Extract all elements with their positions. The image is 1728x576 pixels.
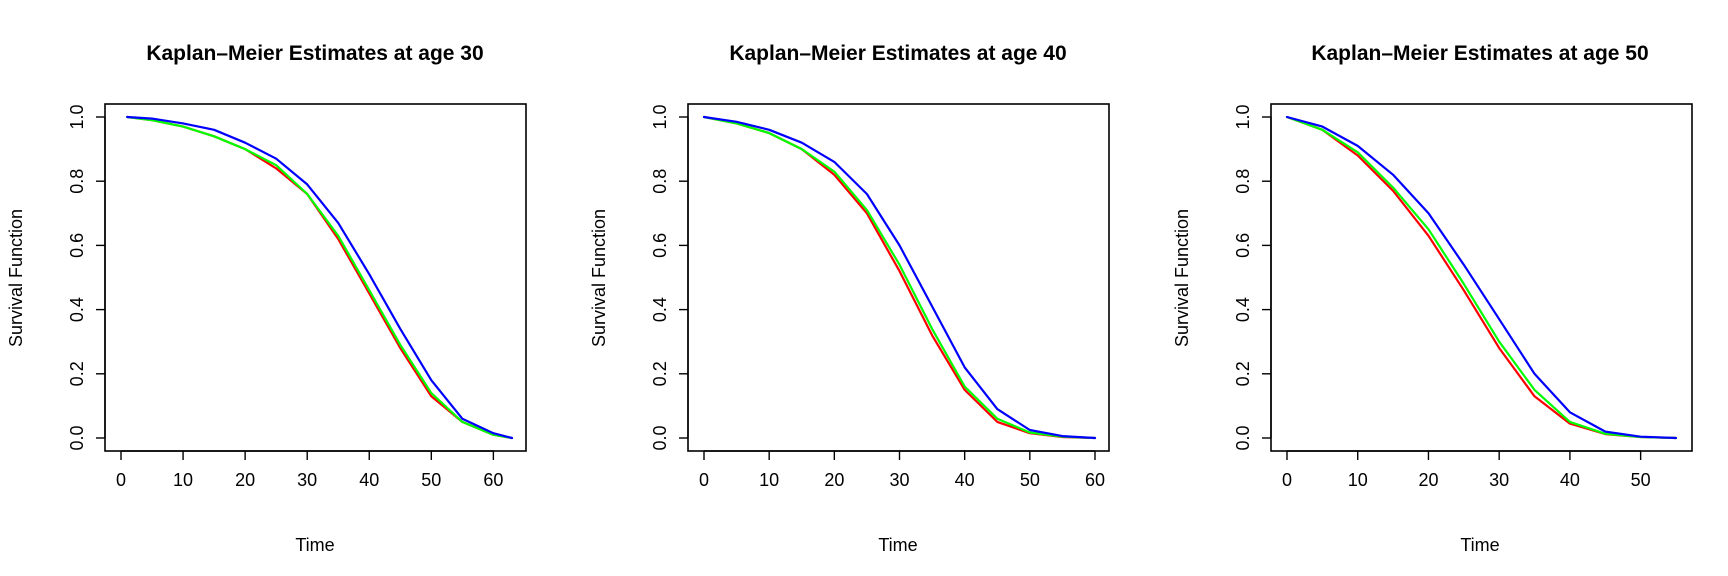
y-tick-label: 0.2 <box>67 361 87 386</box>
x-tick-label: 30 <box>1489 470 1509 490</box>
chart-panel-age-40: Kaplan–Meier Estimates at age 40 0 10 20 30… <box>589 42 1110 555</box>
x-axis-label: Time <box>878 535 917 555</box>
series-line <box>702 115 1097 440</box>
y-tick-label: 1.0 <box>650 104 670 129</box>
x-tick-label: 50 <box>1020 470 1040 490</box>
x-axis: 0 10 20 30 40 50 60 <box>699 450 1105 490</box>
y-tick-label: 0.2 <box>1233 361 1253 386</box>
x-tick-label: 30 <box>297 470 317 490</box>
y-tick-label: 0.4 <box>67 297 87 322</box>
series-line <box>702 115 1097 440</box>
y-tick-label: 0.8 <box>650 169 670 194</box>
series-line <box>1285 115 1678 440</box>
series-line <box>702 115 1097 440</box>
y-tick-label: 0.6 <box>67 233 87 258</box>
x-tick-label: 20 <box>235 470 255 490</box>
x-axis: 0 10 20 30 40 50 <box>1282 450 1651 490</box>
y-axis-label: Survival Function <box>6 209 26 347</box>
x-axis-label: Time <box>295 535 334 555</box>
x-tick-label: 60 <box>1085 470 1105 490</box>
series-line <box>1285 115 1678 440</box>
series-group <box>126 115 514 440</box>
x-tick-label: 40 <box>955 470 975 490</box>
x-tick-label: 10 <box>759 470 779 490</box>
x-tick-label: 0 <box>699 470 709 490</box>
x-tick-label: 0 <box>1282 470 1292 490</box>
x-tick-label: 10 <box>173 470 193 490</box>
y-axis: 0.0 0.2 0.4 0.6 0.8 1.0 <box>1233 104 1272 451</box>
x-tick-label: 20 <box>1418 470 1438 490</box>
x-tick-label: 40 <box>359 470 379 490</box>
series-line <box>126 115 514 440</box>
chart-title: Kaplan–Meier Estimates at age 40 <box>729 42 1066 65</box>
x-axis-label: Time <box>1460 535 1499 555</box>
plot-frame <box>687 103 1110 452</box>
y-tick-label: 0.6 <box>650 233 670 258</box>
series-group <box>1285 115 1678 440</box>
chart-title: Kaplan–Meier Estimates at age 30 <box>146 42 483 65</box>
y-tick-label: 0.0 <box>650 425 670 450</box>
y-axis: 0.0 0.2 0.4 0.6 0.8 1.0 <box>650 104 689 451</box>
x-tick-label: 20 <box>824 470 844 490</box>
x-tick-label: 60 <box>483 470 503 490</box>
series-group <box>702 115 1097 440</box>
x-tick-label: 30 <box>889 470 909 490</box>
series-line <box>126 115 514 440</box>
y-axis-label: Survival Function <box>589 209 609 347</box>
y-axis: 0.0 0.2 0.4 0.6 0.8 1.0 <box>67 104 106 451</box>
plot-frame <box>104 103 527 452</box>
x-axis: 0 10 20 30 40 50 60 <box>116 450 503 490</box>
x-tick-label: 40 <box>1560 470 1580 490</box>
y-tick-label: 0.4 <box>1233 297 1253 322</box>
chart-title: Kaplan–Meier Estimates at age 50 <box>1311 42 1648 65</box>
y-tick-label: 0.4 <box>650 297 670 322</box>
y-tick-label: 0.2 <box>650 361 670 386</box>
y-tick-label: 1.0 <box>67 104 87 129</box>
plot-frame <box>1270 103 1693 452</box>
x-tick-label: 0 <box>116 470 126 490</box>
y-tick-label: 0.0 <box>67 425 87 450</box>
y-tick-label: 0.8 <box>1233 169 1253 194</box>
series-line <box>1285 115 1678 440</box>
x-tick-label: 10 <box>1348 470 1368 490</box>
x-tick-label: 50 <box>421 470 441 490</box>
y-tick-label: 0.0 <box>1233 425 1253 450</box>
y-tick-label: 1.0 <box>1233 104 1253 129</box>
y-tick-label: 0.8 <box>67 169 87 194</box>
chart-panel-age-50: Kaplan–Meier Estimates at age 50 0 10 20 30… <box>1172 42 1693 555</box>
x-tick-label: 50 <box>1631 470 1651 490</box>
chart-panel-age-30: Kaplan–Meier Estimates at age 30 0 10 20 30… <box>6 42 527 555</box>
series-line <box>126 115 514 440</box>
y-tick-label: 0.6 <box>1233 233 1253 258</box>
y-axis-label: Survival Function <box>1172 209 1192 347</box>
